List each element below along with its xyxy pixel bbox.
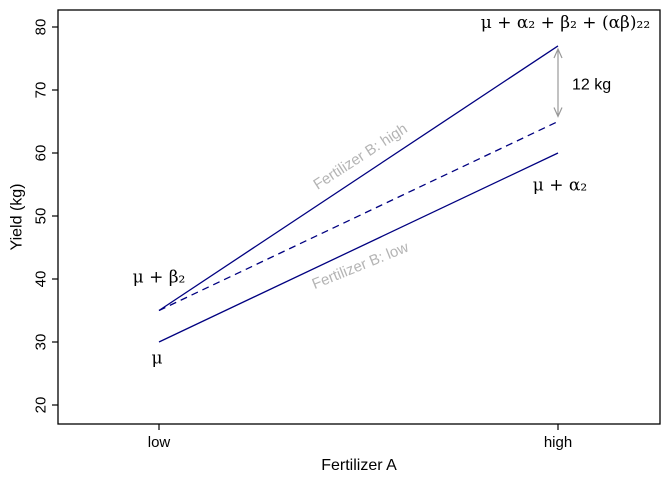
y-axis-title: Yield (kg) [9,184,26,251]
annotation-group: μ + α₂ + β₂ + (αβ)₂₂ 12 kg μ + β₂ μ μ + α₂ Fe… [133,13,651,369]
axis-group: 20 30 40 50 60 70 80 low high Fertilizer A Yield (… [9,19,573,474]
x-tick-label: high [544,434,572,451]
x-tick-label: low [148,434,171,451]
series-line-fertilizer-b-low-observed [158,152,559,343]
label-mu: μ [151,349,162,369]
y-tick-label: 70 [32,82,49,99]
label-mu-beta: μ + β₂ [133,267,186,287]
y-tick-label: 50 [32,208,49,225]
y-tick-label: 60 [32,145,49,162]
x-axis-title: Fertilizer A [321,457,397,474]
plot-frame-group [57,9,661,425]
label-mu-alpha: μ + α₂ [533,175,587,195]
plot-border [57,9,661,425]
series-line-fertilizer-b-high-observed [158,45,559,312]
label-fertilizer-b-high: Fertilizer B: high [310,120,410,193]
interaction-effect-arrow [553,47,563,118]
label-12kg: 12 kg [572,76,611,93]
y-tick-label: 30 [32,334,49,351]
y-tick-label: 40 [32,271,49,288]
y-tick-label: 20 [32,397,49,414]
label-mu-alpha-beta-interaction: μ + α₂ + β₂ + (αβ)₂₂ [481,13,650,33]
series-line-additive-model-expectation [158,120,559,312]
series-group [158,45,559,343]
y-tick-label: 80 [32,19,49,36]
